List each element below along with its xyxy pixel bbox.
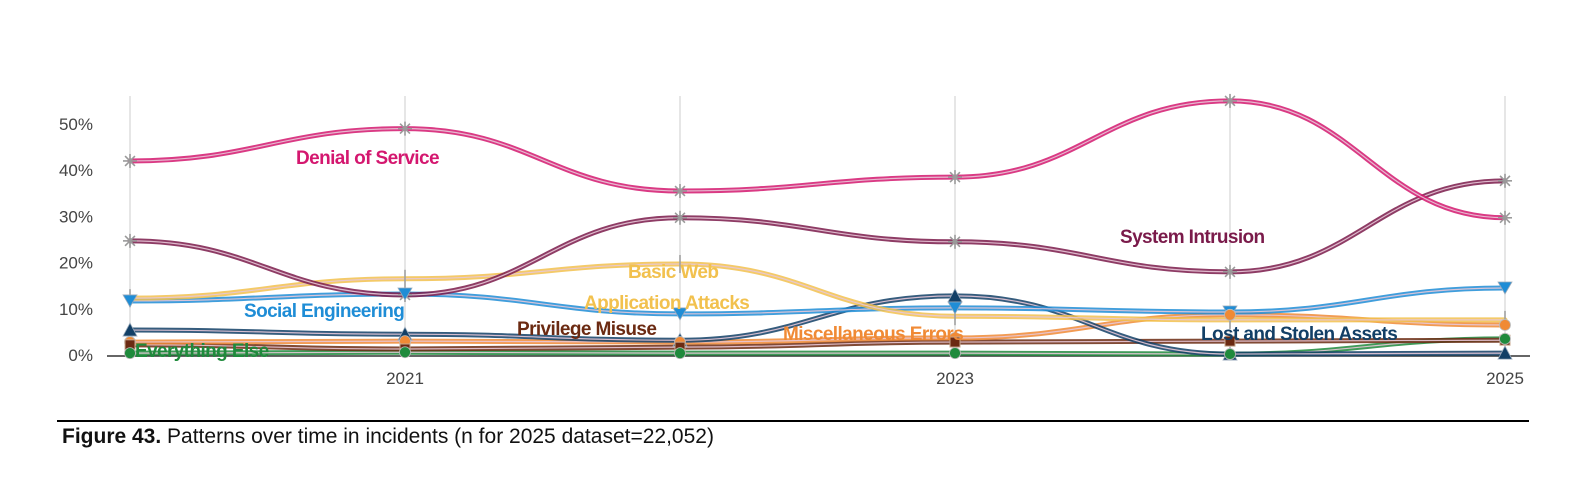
asterisk-stroke [399, 123, 411, 135]
data-point-everything-else [674, 347, 686, 360]
y-tick-label: 0% [68, 346, 93, 365]
data-point-everything-else [1499, 332, 1511, 345]
asterisk-stroke [949, 236, 961, 248]
series-line-inner [129, 180, 1506, 296]
series-denial-of-service [127, 98, 1508, 221]
x-tick-label: 2023 [936, 369, 974, 388]
series-label-lost-and-stolen-assets: Lost and Stolen Assets [1201, 324, 1397, 345]
asterisk-stroke [1499, 175, 1511, 187]
asterisk-stroke [1224, 266, 1236, 278]
series-label-basic-web-application-attacks: Basic Web [628, 262, 718, 283]
data-point-system-intrusion [948, 234, 962, 249]
asterisk-stroke [124, 235, 136, 247]
series-label-miscellaneous-errors: Miscellaneous Errors [783, 324, 963, 345]
data-point-denial-of-service [123, 153, 137, 168]
series-markers [122, 93, 1513, 361]
y-tick-label: 40% [59, 161, 93, 180]
data-point-everything-else [949, 347, 961, 360]
series-line-inner [129, 314, 1506, 343]
data-point-denial-of-service [948, 170, 962, 185]
data-point-privilege-misuse [1224, 335, 1236, 347]
x-tick-label: 2021 [386, 369, 424, 388]
series-label-denial-of-service: Denial of Service [296, 148, 439, 169]
data-point-social-engineering [122, 294, 138, 308]
data-point-system-intrusion [1223, 264, 1237, 279]
asterisk-stroke [1224, 95, 1236, 107]
y-tick-label: 20% [59, 254, 93, 273]
data-point-privilege-misuse [949, 336, 961, 348]
data-point-denial-of-service [1223, 93, 1237, 108]
series-line-inner [129, 295, 1506, 355]
y-axis-ticks: 0% 10% 20% 30% 40% 50% [59, 115, 93, 365]
data-point-denial-of-service [398, 121, 412, 136]
series-lost-and-stolen-assets [127, 293, 1508, 357]
data-point-lost-and-stolen-assets [122, 322, 138, 337]
figure-caption-text: Patterns over time in incidents (n for 2… [161, 425, 714, 448]
series-labels: Denial of Service System Intrusion Basic W… [135, 148, 1398, 362]
data-point-miscellaneous-errors [1499, 319, 1511, 331]
data-point-denial-of-service [1498, 210, 1512, 225]
caption-divider [57, 420, 1529, 422]
y-tick-label: 10% [59, 300, 93, 319]
series-basic-web-application-attacks [127, 261, 1508, 323]
series-label-system-intrusion: System Intrusion [1120, 227, 1265, 248]
asterisk-stroke [1499, 212, 1511, 224]
y-tick-label: 50% [59, 115, 93, 134]
data-point-social-engineering [1497, 281, 1513, 295]
series-label-everything-else: Everything Else [135, 341, 269, 362]
series-system-intrusion [127, 178, 1508, 298]
data-point-system-intrusion [123, 233, 137, 248]
series-label-privilege-misuse: Privilege Misuse [517, 319, 656, 340]
line-chart: 0% 10% 20% 30% 40% 50% 2021 2023 2025 Denial of… [59, 93, 1530, 388]
asterisk-stroke [674, 212, 686, 224]
data-point-social-engineering [397, 287, 413, 301]
series-line-inner [129, 100, 1506, 219]
series-label-social-engineering: Social Engineering [244, 301, 404, 322]
series-label-basic-web-application-attacks: Application Attacks [584, 293, 749, 314]
series-line-outer [127, 178, 1508, 298]
series-line-inner [129, 339, 1506, 350]
asterisk-stroke [674, 185, 686, 197]
series-miscellaneous-errors [127, 312, 1508, 345]
asterisk-stroke [949, 171, 961, 183]
data-point-lost-and-stolen-assets [947, 288, 963, 303]
y-tick-label: 30% [59, 207, 93, 226]
grid-lines [129, 96, 1506, 355]
series-lines [127, 98, 1508, 357]
series-privilege-misuse [127, 337, 1508, 352]
figure-caption: Figure 43. Patterns over time in inciden… [62, 425, 714, 449]
figure-number: Figure 43. [62, 425, 162, 448]
data-point-lost-and-stolen-assets [1497, 345, 1513, 360]
x-axis-ticks: 2021 2023 2025 [386, 369, 1524, 388]
x-tick-label: 2025 [1486, 369, 1524, 388]
asterisk-stroke [124, 155, 136, 167]
data-point-everything-else [1224, 348, 1236, 360]
series-line-inner [129, 263, 1505, 321]
data-point-social-engineering [672, 307, 688, 321]
data-point-everything-else [399, 346, 411, 359]
data-point-denial-of-service [673, 183, 687, 198]
data-point-system-intrusion [1498, 173, 1512, 188]
data-point-system-intrusion [673, 210, 687, 225]
data-point-everything-else [124, 347, 136, 360]
data-point-miscellaneous-errors [1224, 308, 1236, 321]
